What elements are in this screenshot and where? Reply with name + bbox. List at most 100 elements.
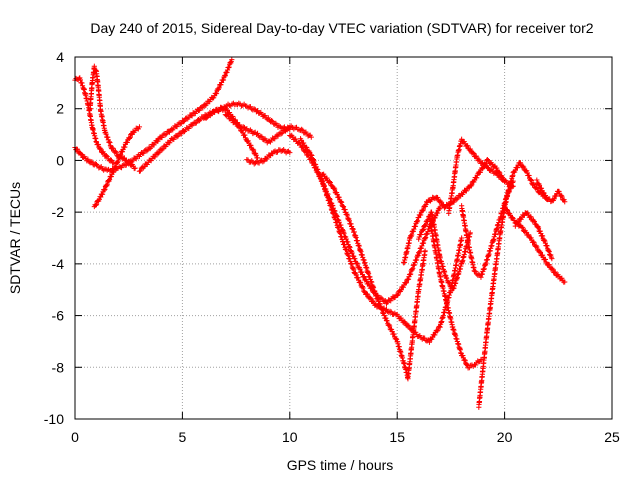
data-point bbox=[544, 243, 550, 249]
data-point bbox=[520, 163, 526, 169]
data-point bbox=[485, 165, 492, 171]
data-point bbox=[419, 336, 425, 342]
y-tick-label: -10 bbox=[44, 411, 64, 427]
data-point bbox=[106, 139, 112, 145]
data-point bbox=[254, 155, 261, 161]
data-point bbox=[469, 182, 475, 188]
data-point bbox=[425, 229, 431, 235]
data-point bbox=[192, 110, 198, 117]
data-point bbox=[459, 136, 465, 142]
data-point bbox=[473, 268, 479, 274]
data-point bbox=[174, 124, 180, 130]
data-point bbox=[525, 210, 531, 216]
data-point bbox=[104, 183, 110, 189]
data-point bbox=[550, 266, 556, 272]
data-point bbox=[237, 122, 243, 128]
data-point bbox=[454, 196, 460, 202]
y-tick-label: -8 bbox=[52, 359, 65, 375]
series-arc-3 bbox=[87, 63, 138, 172]
data-point bbox=[412, 223, 419, 229]
data-point bbox=[324, 175, 330, 181]
data-point bbox=[93, 202, 99, 208]
data-point bbox=[178, 131, 184, 137]
data-point bbox=[98, 194, 104, 200]
data-point bbox=[104, 182, 110, 188]
data-point bbox=[155, 138, 161, 144]
data-point bbox=[420, 240, 427, 246]
data-point bbox=[562, 279, 568, 285]
data-point bbox=[101, 187, 107, 193]
data-point bbox=[247, 104, 254, 110]
data-point bbox=[420, 227, 426, 234]
data-point bbox=[484, 156, 491, 163]
data-point bbox=[121, 161, 127, 167]
data-point bbox=[326, 178, 333, 185]
series-arc-19 bbox=[512, 210, 555, 262]
data-point bbox=[357, 266, 363, 272]
data-point bbox=[250, 147, 257, 153]
data-point bbox=[336, 194, 342, 200]
data-point bbox=[224, 67, 231, 73]
data-point bbox=[349, 250, 355, 256]
plot-frame bbox=[74, 56, 613, 420]
data-point bbox=[308, 152, 314, 158]
data-point bbox=[474, 175, 480, 181]
data-point bbox=[331, 185, 337, 191]
data-point bbox=[423, 234, 429, 241]
data-point bbox=[239, 125, 245, 131]
data-point bbox=[498, 174, 504, 180]
data-point bbox=[105, 177, 111, 184]
data-point bbox=[393, 335, 399, 341]
data-point bbox=[471, 150, 477, 157]
data-point bbox=[213, 91, 219, 97]
data-point bbox=[515, 220, 521, 226]
data-point bbox=[162, 132, 168, 138]
series-arc-20 bbox=[534, 177, 568, 205]
series-arc-8 bbox=[244, 147, 293, 167]
data-point bbox=[89, 159, 95, 165]
data-point bbox=[229, 56, 235, 63]
data-point bbox=[167, 140, 173, 146]
data-point bbox=[248, 142, 254, 148]
data-point bbox=[552, 269, 558, 275]
data-point bbox=[446, 279, 452, 285]
data-point bbox=[108, 157, 115, 163]
data-point bbox=[159, 134, 165, 141]
data-point bbox=[480, 160, 486, 166]
data-point bbox=[535, 225, 542, 231]
series-arc-13 bbox=[416, 209, 473, 292]
data-point bbox=[108, 174, 114, 180]
data-point bbox=[350, 225, 356, 232]
data-point bbox=[384, 318, 390, 324]
data-point bbox=[504, 207, 511, 214]
data-point bbox=[375, 298, 382, 304]
data-point bbox=[224, 69, 230, 76]
data-point bbox=[171, 136, 177, 142]
series-arc-11 bbox=[319, 171, 428, 382]
data-point bbox=[141, 164, 147, 170]
data-point bbox=[551, 196, 557, 202]
data-point bbox=[293, 136, 299, 142]
axis-ticks: 0 5 10 15 20 25 -10 -8 -6 -4 -2 0 2 4 bbox=[44, 49, 620, 445]
data-point bbox=[473, 362, 479, 368]
data-point bbox=[417, 248, 423, 255]
data-point bbox=[528, 235, 534, 241]
data-point bbox=[559, 275, 565, 281]
data-point bbox=[411, 262, 417, 268]
data-point bbox=[315, 167, 321, 173]
data-point bbox=[403, 280, 410, 286]
data-point bbox=[200, 105, 206, 111]
data-point bbox=[106, 176, 113, 183]
data-point bbox=[441, 205, 448, 211]
data-point bbox=[402, 319, 408, 325]
data-point bbox=[521, 164, 527, 170]
data-point bbox=[225, 113, 231, 119]
data-point bbox=[391, 331, 397, 337]
data-point bbox=[213, 90, 220, 96]
data-point bbox=[528, 176, 534, 183]
data-point bbox=[422, 223, 428, 229]
data-point bbox=[118, 152, 124, 158]
x-tick-label: 15 bbox=[389, 429, 405, 445]
data-point bbox=[538, 185, 545, 191]
data-point bbox=[204, 114, 210, 121]
